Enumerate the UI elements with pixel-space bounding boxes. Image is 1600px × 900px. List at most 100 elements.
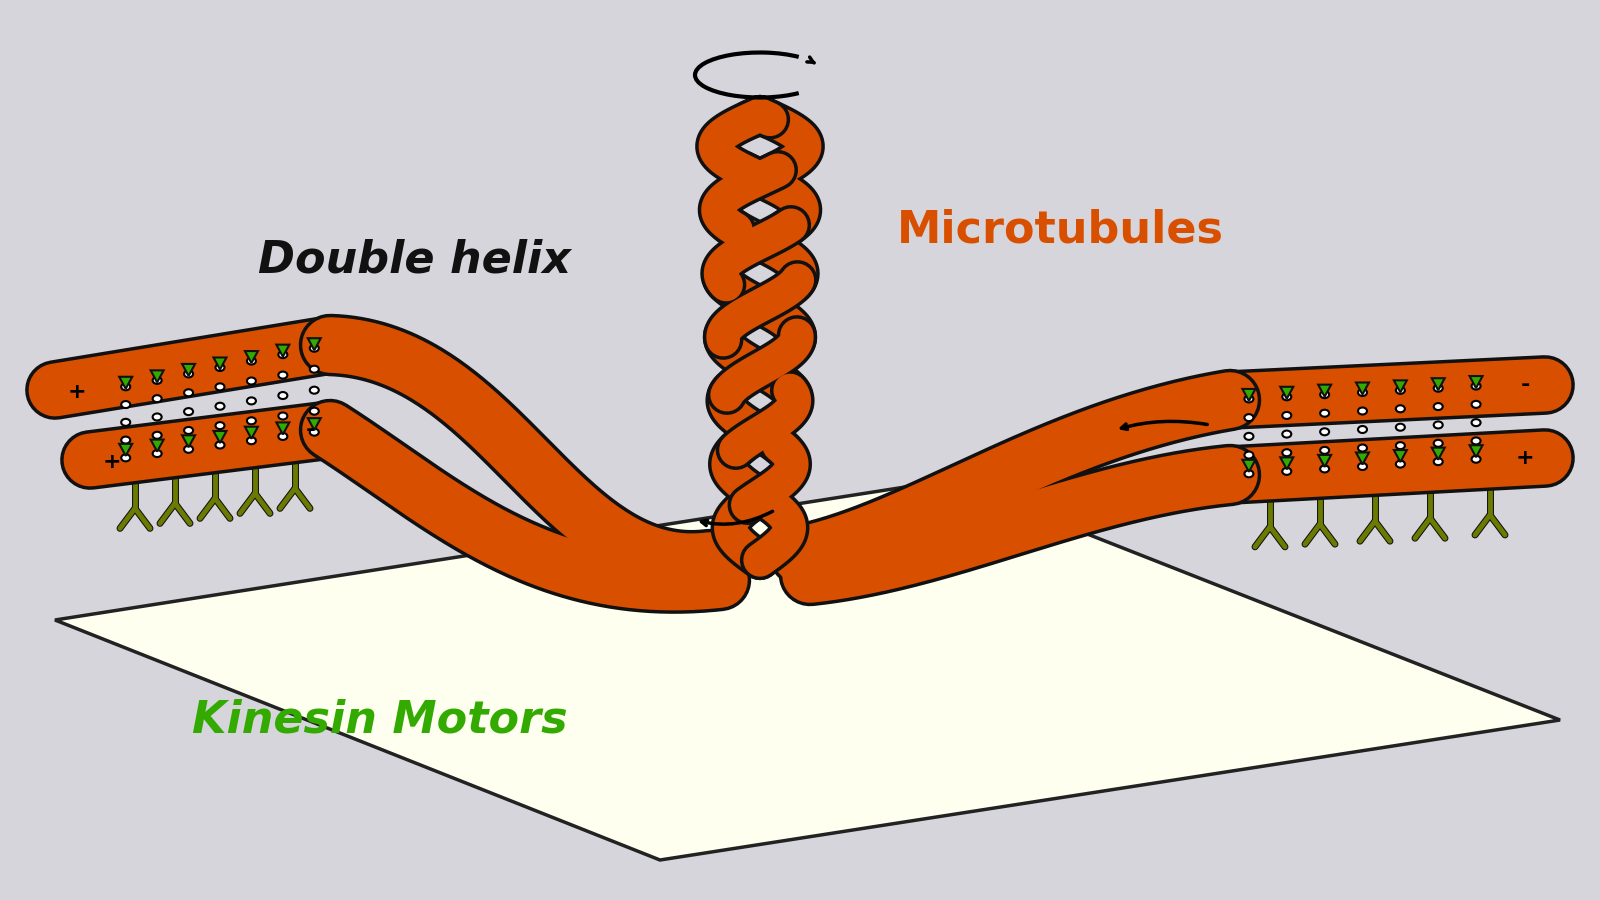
Polygon shape <box>1394 450 1406 462</box>
Ellipse shape <box>184 427 194 434</box>
Ellipse shape <box>152 413 162 420</box>
Ellipse shape <box>310 387 318 393</box>
Polygon shape <box>1280 457 1293 470</box>
Ellipse shape <box>1282 468 1291 475</box>
Polygon shape <box>245 427 258 438</box>
Ellipse shape <box>122 454 130 462</box>
Ellipse shape <box>1472 437 1480 445</box>
Ellipse shape <box>1395 424 1405 431</box>
Text: Microtubules: Microtubules <box>896 209 1224 251</box>
Ellipse shape <box>278 433 288 440</box>
Ellipse shape <box>122 383 130 391</box>
Ellipse shape <box>1320 410 1330 417</box>
Polygon shape <box>307 418 320 430</box>
Polygon shape <box>1357 382 1370 394</box>
Ellipse shape <box>184 408 194 415</box>
Polygon shape <box>1243 389 1256 400</box>
Polygon shape <box>1469 446 1483 457</box>
Ellipse shape <box>246 377 256 384</box>
Ellipse shape <box>1358 408 1366 415</box>
Polygon shape <box>245 351 258 363</box>
Ellipse shape <box>122 401 130 408</box>
Polygon shape <box>182 436 195 447</box>
Ellipse shape <box>1245 452 1253 459</box>
Ellipse shape <box>1472 400 1480 408</box>
Text: +: + <box>102 452 122 472</box>
Ellipse shape <box>1245 471 1253 477</box>
Ellipse shape <box>310 428 318 436</box>
Ellipse shape <box>310 345 318 352</box>
Ellipse shape <box>1434 458 1443 465</box>
Polygon shape <box>54 480 1560 860</box>
Ellipse shape <box>1282 393 1291 400</box>
Ellipse shape <box>1245 414 1253 421</box>
Ellipse shape <box>216 442 224 448</box>
Polygon shape <box>1469 376 1483 388</box>
Ellipse shape <box>246 357 256 364</box>
Ellipse shape <box>310 408 318 415</box>
Ellipse shape <box>1320 447 1330 454</box>
Polygon shape <box>1318 454 1331 467</box>
Text: +: + <box>1515 448 1534 468</box>
Polygon shape <box>120 377 133 389</box>
Text: -: - <box>306 420 315 440</box>
Text: Double helix: Double helix <box>259 238 571 282</box>
Polygon shape <box>1394 381 1406 392</box>
Ellipse shape <box>1320 465 1330 472</box>
Ellipse shape <box>1434 403 1443 410</box>
Ellipse shape <box>216 422 224 429</box>
Polygon shape <box>150 371 163 382</box>
Ellipse shape <box>1395 387 1405 394</box>
Ellipse shape <box>278 372 288 379</box>
Ellipse shape <box>1358 463 1366 470</box>
Polygon shape <box>1280 387 1293 399</box>
Ellipse shape <box>1282 449 1291 456</box>
Ellipse shape <box>246 418 256 424</box>
Text: -: - <box>1520 375 1530 395</box>
Polygon shape <box>150 439 163 452</box>
Polygon shape <box>213 357 227 370</box>
Ellipse shape <box>310 365 318 373</box>
Ellipse shape <box>1395 461 1405 468</box>
Ellipse shape <box>122 418 130 426</box>
Ellipse shape <box>1472 419 1480 426</box>
Polygon shape <box>213 431 227 443</box>
Ellipse shape <box>216 403 224 410</box>
Ellipse shape <box>246 398 256 404</box>
Ellipse shape <box>1282 412 1291 418</box>
Ellipse shape <box>152 450 162 457</box>
Ellipse shape <box>1434 440 1443 446</box>
Ellipse shape <box>216 383 224 391</box>
Ellipse shape <box>1282 430 1291 437</box>
Ellipse shape <box>152 395 162 402</box>
Ellipse shape <box>278 351 288 358</box>
Ellipse shape <box>152 432 162 439</box>
Ellipse shape <box>1472 382 1480 390</box>
Polygon shape <box>1243 460 1256 472</box>
Ellipse shape <box>1434 384 1443 392</box>
Polygon shape <box>1432 378 1445 391</box>
Polygon shape <box>277 345 290 356</box>
Text: +: + <box>67 382 86 402</box>
Ellipse shape <box>184 371 194 377</box>
Ellipse shape <box>1434 421 1443 428</box>
Ellipse shape <box>184 446 194 453</box>
Ellipse shape <box>1395 405 1405 412</box>
Text: Kinesin Motors: Kinesin Motors <box>192 698 568 742</box>
Polygon shape <box>182 364 195 376</box>
Polygon shape <box>307 338 320 350</box>
Ellipse shape <box>1320 428 1330 436</box>
Ellipse shape <box>122 436 130 444</box>
Ellipse shape <box>278 392 288 399</box>
Polygon shape <box>1318 384 1331 397</box>
Polygon shape <box>1357 453 1370 464</box>
Ellipse shape <box>184 390 194 396</box>
Ellipse shape <box>278 412 288 419</box>
Ellipse shape <box>152 377 162 384</box>
Polygon shape <box>277 422 290 435</box>
Ellipse shape <box>1358 426 1366 433</box>
Polygon shape <box>120 444 133 456</box>
Ellipse shape <box>1358 389 1366 396</box>
Polygon shape <box>1432 447 1445 460</box>
Ellipse shape <box>1395 442 1405 449</box>
